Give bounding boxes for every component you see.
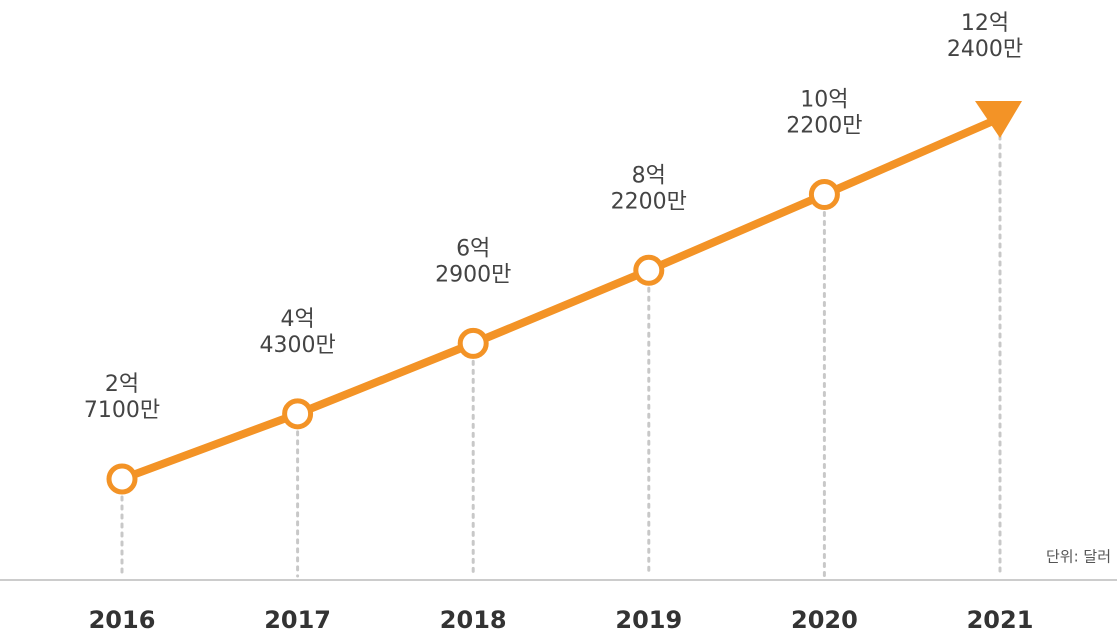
arrow-head (975, 101, 1022, 138)
x-tick-label: 2020 (791, 606, 858, 634)
value-label: 10억 (800, 88, 848, 113)
value-label: 2900만 (435, 262, 511, 287)
x-tick-label: 2019 (615, 606, 682, 634)
point (808, 179, 840, 211)
value-label: 12억 (961, 11, 1009, 36)
value-label: 2억 (105, 372, 139, 397)
x-tick-label: 2021 (967, 606, 1034, 634)
x-tick-label: 2017 (264, 606, 331, 634)
unit-label: 단위: 달러 (1046, 548, 1111, 566)
x-tick-label: 2018 (440, 606, 507, 634)
value-label: 2200만 (611, 189, 687, 214)
value-label: 4억 (280, 307, 314, 332)
trend-line (120, 114, 1002, 483)
value-label: 4300만 (259, 333, 335, 358)
x-tick-label: 2016 (89, 606, 156, 634)
value-label: 7100만 (84, 398, 160, 423)
value-label: 2400만 (947, 37, 1023, 62)
point (282, 398, 314, 430)
point (457, 327, 489, 359)
value-label: 8억 (632, 163, 666, 188)
point (633, 254, 665, 286)
value-label: 2200만 (786, 114, 862, 139)
point (106, 463, 138, 495)
value-label: 6억 (456, 236, 490, 261)
